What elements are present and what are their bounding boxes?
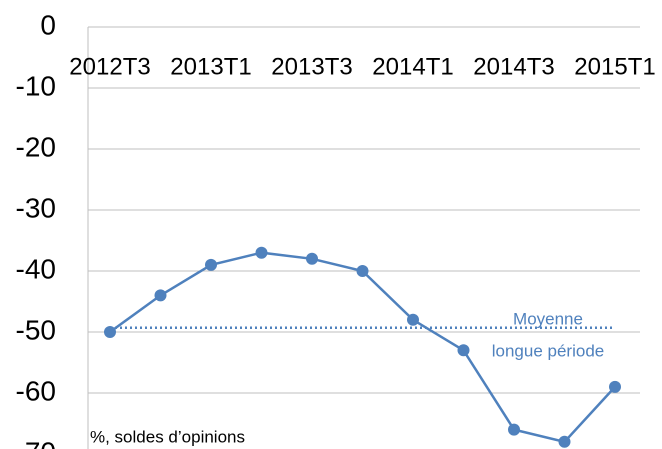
- y-tick-label: -70: [16, 436, 56, 449]
- data-point: [154, 289, 167, 302]
- x-tick-label: 2015T1: [574, 53, 655, 80]
- data-point: [407, 313, 419, 326]
- data-point: [356, 265, 369, 277]
- data-point: [205, 258, 217, 271]
- data-point: [104, 326, 116, 338]
- y-tick-label: -60: [16, 375, 56, 406]
- data-point: [558, 435, 571, 448]
- x-tick-label: 2013T3: [271, 53, 352, 80]
- y-tick-label: -30: [16, 192, 56, 223]
- y-tick-label: 0: [40, 9, 56, 40]
- data-point: [255, 246, 268, 259]
- x-tick-label: 2014T3: [473, 53, 554, 80]
- y-tick-label: -20: [16, 131, 56, 162]
- x-tick-label: 2013T1: [170, 53, 251, 80]
- reference-label: Moyenne: [513, 309, 583, 328]
- data-point: [508, 423, 520, 436]
- data-point: [457, 344, 470, 357]
- data-point: [609, 380, 621, 393]
- reference-label: longue période: [492, 341, 604, 360]
- data-point: [306, 252, 318, 265]
- y-tick-label: -40: [16, 253, 56, 284]
- y-tick-label: -50: [16, 314, 56, 345]
- y-tick-label: -10: [16, 70, 56, 101]
- unit-note: %, soldes d’opinions: [90, 427, 245, 446]
- x-tick-label: 2014T1: [372, 53, 453, 80]
- x-tick-label: 2012T3: [69, 53, 150, 80]
